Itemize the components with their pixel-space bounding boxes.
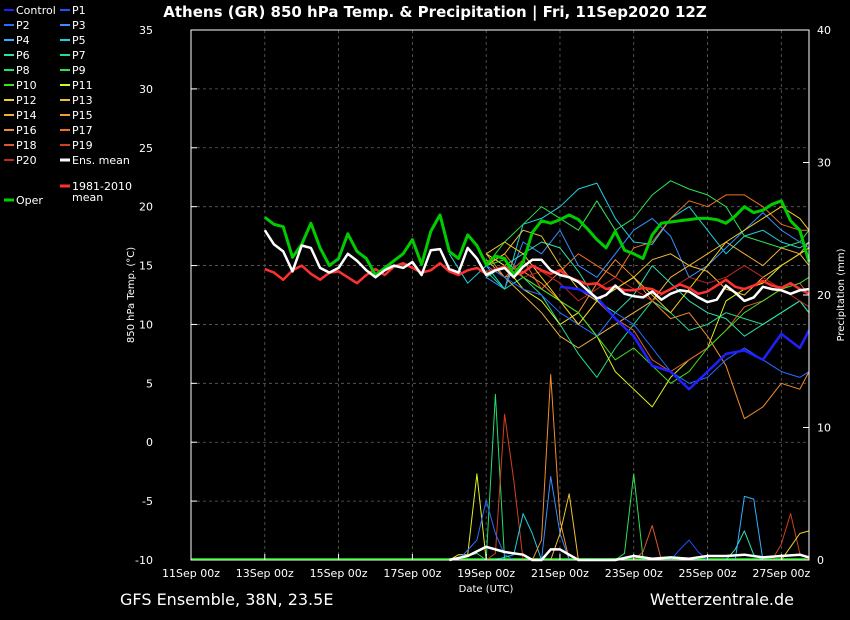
legend-label: P7: [72, 49, 86, 62]
legend-label: P6: [16, 49, 30, 62]
legend-label: P5: [72, 34, 86, 47]
legend-label: P14: [16, 109, 37, 122]
series-line-oper: [263, 199, 811, 277]
footer-source: GFS Ensemble, 38N, 23.5E: [120, 590, 333, 609]
legend-label: P8: [16, 64, 30, 77]
y2-tick-label: 20: [817, 289, 831, 302]
legend-label: P16: [16, 124, 37, 137]
series-line-ens-mean: [263, 229, 810, 304]
x-tick-label: 13Sep 00z: [236, 567, 294, 580]
legend-label: P3: [72, 19, 86, 32]
y-tick-label: 5: [146, 377, 153, 390]
legend-label: P18: [16, 139, 37, 152]
series-line-p9: [485, 180, 810, 266]
x-tick-label: 11Sep 00z: [162, 567, 220, 580]
precip-line-p16: [531, 374, 570, 561]
legend-label: P9: [72, 64, 86, 77]
precip-line-p19: [485, 413, 524, 561]
x-tick-label: 19Sep 00z: [457, 567, 515, 580]
legend-label: P2: [16, 19, 30, 32]
y2-tick-label: 10: [817, 422, 831, 435]
y-tick-label: -5: [142, 495, 153, 508]
x-tick-label: 27Sep 00z: [752, 567, 810, 580]
y2-tick-label: 0: [817, 554, 824, 567]
legend-label: Oper: [16, 194, 43, 207]
legend-label: P20: [16, 154, 37, 167]
y-tick-label: 20: [139, 201, 153, 214]
chart-title: Athens (GR) 850 hPa Temp. & Precipitatio…: [163, 3, 707, 22]
x-tick-label: 17Sep 00z: [383, 567, 441, 580]
x-axis-ticks: 11Sep 00z 13Sep 00z 15Sep 00z 17Sep 00z 19Se…: [162, 554, 811, 580]
y-axis-ticks: 35 30 25 20 15 10 5 0 -5 -10: [135, 24, 197, 567]
legend: Control P1 P2 P3 P4 P5 P6 P7 P8 P9 P10 P11 P12 P13 P14…: [4, 4, 132, 207]
legend-label: P4: [16, 34, 30, 47]
legend-label: 1981-2010 mean: [72, 180, 132, 204]
series-line-p11: [485, 247, 810, 408]
x-tick-label: 21Sep 00z: [531, 567, 589, 580]
y2-tick-label: 30: [817, 157, 831, 170]
precip-line-p12: [780, 530, 810, 561]
x-tick-label: 25Sep 00z: [679, 567, 737, 580]
precip-line-p3: [541, 476, 570, 561]
legend-label: P19: [72, 139, 93, 152]
y2-axis-label: Precipitation (mm): [836, 248, 847, 341]
series-line-p3: [485, 212, 810, 290]
legend-label: P10: [16, 79, 37, 92]
series-line-p12: [485, 206, 810, 325]
series-line-1981-2010-mean: [264, 261, 810, 296]
x-tick-label: 23Sep 00z: [605, 567, 663, 580]
y2-axis-ticks: 40 30 20 10 0: [803, 24, 831, 567]
y-tick-label: 30: [139, 83, 153, 96]
legend-label: P17: [72, 124, 93, 137]
x-tick-label: 15Sep 00z: [310, 567, 368, 580]
legend-label: P13: [72, 94, 93, 107]
y-tick-label: 10: [139, 318, 153, 331]
legend-label: P11: [72, 79, 93, 92]
legend-label: Control: [16, 4, 56, 17]
y2-tick-label: 40: [817, 24, 831, 37]
y-tick-label: 35: [139, 24, 153, 37]
series-line-control: [559, 285, 811, 391]
y-tick-label: 15: [139, 260, 153, 273]
legend-label: P12: [16, 94, 37, 107]
main-series: [263, 199, 811, 391]
legend-label: P1: [72, 4, 86, 17]
precip-line-p13: [550, 493, 579, 561]
y-tick-label: 0: [146, 436, 153, 449]
legend-label: Ens. mean: [72, 154, 130, 167]
y-tick-label: 25: [139, 142, 153, 155]
x-axis-label: Date (UTC): [459, 584, 514, 595]
legend-label: P15: [72, 109, 93, 122]
precip-line-p5: [495, 513, 542, 561]
series-line-p6: [485, 241, 810, 337]
footer-brand: Wetterzentrale.de: [650, 590, 794, 609]
y-axis-label: 850 hPa Temp. (°C): [126, 247, 137, 343]
precip-line-p1: [670, 539, 708, 561]
y-tick-label: -10: [135, 554, 153, 567]
